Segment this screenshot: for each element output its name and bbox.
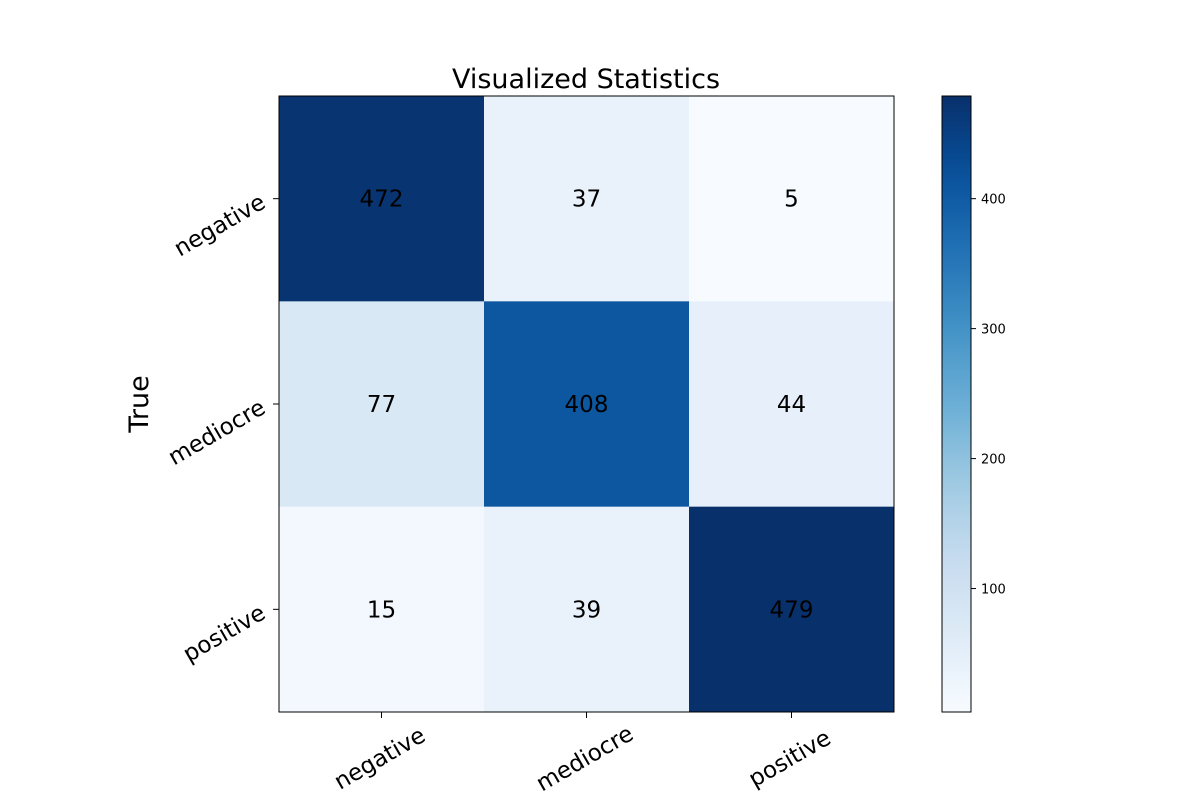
colorbar-tick-label: 200 [981,453,1006,468]
x-axis-ticks: negative mediocre positive [330,712,836,797]
colorbar-tick-label: 400 [981,193,1006,208]
y-tick-label: mediocre [164,395,270,471]
y-tick-label: negative [170,189,270,262]
heatmap-cell [484,301,690,508]
x-tick-label: positive [744,725,835,793]
cell-value-label: 77 [367,392,396,418]
y-axis-ticks: negative mediocre positive [164,189,279,668]
heatmap-cell [689,301,895,508]
heatmap-cells [279,96,895,713]
cell-value-label: 39 [572,597,601,623]
chart-title: Visualized Statistics [452,64,720,95]
heatmap-cell [279,96,485,302]
y-tick-label: positive [179,600,270,668]
colorbar-ticks: 100 200 300 400 [971,193,1006,598]
cell-value-label: 44 [777,392,806,418]
colorbar-tick-label: 300 [981,323,1006,338]
heatmap-cell [484,96,690,302]
cell-value-label: 5 [784,187,799,213]
cell-value-label: 408 [565,392,609,418]
heatmap-cell [689,96,895,302]
heatmap-cell [279,506,485,713]
heatmap-cell [279,301,485,508]
cell-value-labels: 472 37 5 77 408 44 15 39 479 [360,187,814,624]
x-tick-label: negative [330,723,430,796]
x-tick-label: mediocre [532,721,638,797]
cell-value-label: 15 [367,597,396,623]
heatmap-cell [689,506,895,713]
cell-value-label: 472 [360,187,404,213]
colorbar [941,95,972,713]
cell-value-label: 37 [572,187,601,213]
y-axis-label: True [124,375,155,433]
colorbar-tick-label: 100 [981,583,1006,598]
cell-value-label: 479 [770,597,814,623]
heatmap-cell [484,506,690,713]
